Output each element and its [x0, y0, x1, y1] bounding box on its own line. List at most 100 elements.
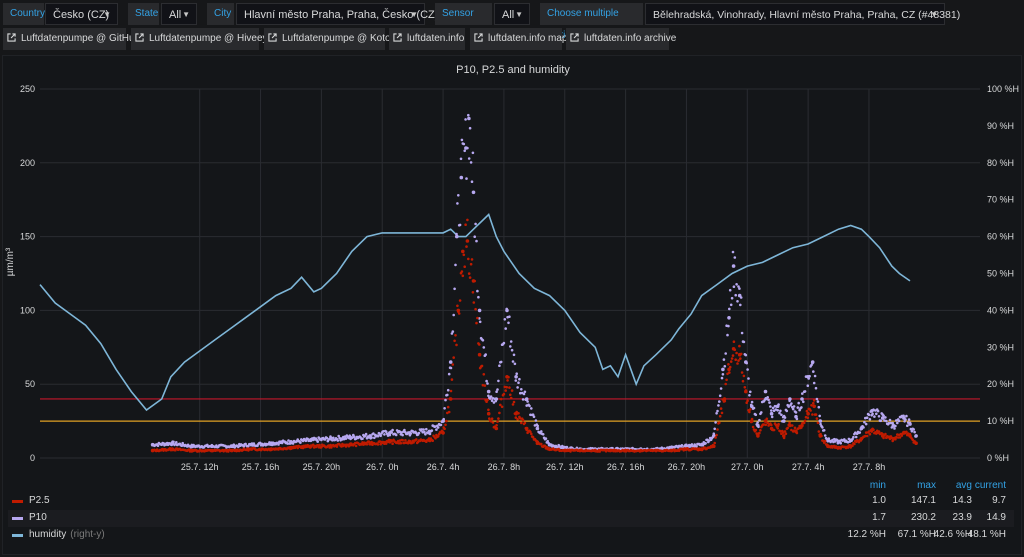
- p10-point: [534, 419, 538, 422]
- p25-point: [478, 343, 481, 346]
- link-hiveeyes[interactable]: Luftdatenpumpe @ Hiveeyes: [131, 28, 278, 50]
- p10-point: [770, 415, 774, 419]
- sensor-type-dropdown[interactable]: All ▼: [494, 3, 530, 25]
- p10-point: [409, 432, 413, 435]
- legend-name: humidity (right-y): [29, 529, 105, 540]
- p10-point: [718, 394, 722, 398]
- p10-point: [522, 392, 526, 396]
- p10-point: [448, 360, 453, 364]
- panel-title[interactable]: P10, P2.5 and humidity: [456, 64, 570, 76]
- p10-point: [887, 421, 891, 425]
- p10-point: [721, 367, 725, 372]
- x-tick-label: 26.7. 4h: [427, 462, 460, 472]
- p10-point: [541, 433, 545, 436]
- p10-point: [544, 437, 548, 440]
- p25-point: [715, 433, 718, 437]
- p10-point: [785, 409, 789, 413]
- p25-point: [788, 421, 791, 425]
- p10-point: [875, 412, 878, 416]
- p10-point: [495, 390, 498, 394]
- city-dropdown[interactable]: Hlavní město Praha, Praha, Česko (CZ) ▼: [236, 3, 438, 25]
- p25-point: [718, 421, 721, 425]
- p10-point: [885, 419, 888, 423]
- p25-point: [470, 258, 474, 261]
- legend-min: 1.7: [872, 512, 886, 523]
- p25-point: [318, 443, 321, 447]
- p25-point: [793, 426, 797, 430]
- p10-point: [452, 313, 456, 317]
- legend-row-p25[interactable]: P2.5 1.0 147.1 14.3 9.7: [8, 493, 1014, 510]
- p10-point: [336, 439, 340, 442]
- p25-point: [720, 411, 724, 415]
- state-label: State: [128, 3, 159, 25]
- p10-point: [291, 442, 295, 445]
- p25-point: [730, 357, 734, 360]
- p25-point: [320, 445, 323, 449]
- p10-point: [858, 431, 862, 434]
- p10-point: [332, 436, 335, 440]
- p25-point: [742, 374, 746, 378]
- legend-current: 14.9: [986, 512, 1006, 523]
- p10-point: [498, 364, 501, 368]
- p10-point: [880, 416, 885, 420]
- p10-point: [455, 234, 459, 239]
- p25-point: [739, 352, 743, 356]
- p25-point: [791, 424, 794, 427]
- y2-tick-label: 50 %H: [987, 269, 1014, 279]
- p10-point: [757, 425, 760, 429]
- p10-point: [737, 285, 740, 288]
- p25-point: [505, 385, 509, 389]
- p10-point: [424, 433, 427, 436]
- legend-max: 67.1 %H: [897, 529, 936, 540]
- p10-point: [815, 397, 819, 401]
- p10-point: [715, 412, 718, 415]
- p25-point: [884, 432, 887, 436]
- p25-point: [335, 445, 339, 448]
- legend-swatch: [12, 517, 23, 520]
- p25-point: [467, 257, 470, 261]
- p10-point: [457, 194, 460, 197]
- p25-point: [523, 421, 527, 425]
- p10-point: [836, 441, 840, 445]
- p10-point: [304, 439, 308, 443]
- link-luftdaten-archive[interactable]: luftdaten.info archive: [566, 28, 676, 50]
- p25-point: [732, 340, 736, 344]
- country-dropdown[interactable]: Česko (CZ) ▼: [45, 3, 118, 25]
- p10-point: [823, 434, 827, 437]
- p25-point: [443, 427, 446, 431]
- legend-row-p10[interactable]: P10 1.7 230.2 23.9 14.9: [8, 510, 1014, 527]
- y2-tick-label: 100 %H: [987, 84, 1019, 94]
- y-tick-label: 100: [20, 305, 35, 315]
- link-luftdaten-map[interactable]: luftdaten.info map: [470, 28, 568, 50]
- p10-point: [460, 138, 464, 142]
- p10-point: [908, 421, 912, 425]
- external-link-icon: [393, 33, 402, 42]
- p10-point: [422, 428, 425, 431]
- p10-point: [779, 409, 782, 413]
- state-dropdown[interactable]: All ▼: [161, 3, 197, 25]
- p10-point: [877, 415, 881, 418]
- p25-point: [794, 429, 798, 432]
- legend-current: 9.7: [992, 495, 1006, 506]
- legend-min: 12.2 %H: [847, 529, 886, 540]
- p10-point: [814, 386, 818, 390]
- p10-point: [754, 413, 758, 417]
- p25-point: [511, 403, 515, 406]
- filter-bar: Country Česko (CZ) ▼ State All ▼ City Hlav…: [0, 1, 1024, 41]
- link-github[interactable]: Luftdatenpumpe @ GitHub: [3, 28, 140, 50]
- link-luftdaten[interactable]: luftdaten.info: [389, 28, 465, 50]
- p25-point: [741, 379, 745, 383]
- legend-name: P2.5: [29, 495, 50, 506]
- p10-point: [893, 427, 896, 430]
- link-kotori[interactable]: Luftdatenpumpe @ Kotori: [264, 28, 396, 50]
- p25-point: [512, 400, 516, 404]
- legend-header-min: min: [869, 480, 886, 491]
- p25-point: [802, 421, 806, 425]
- p25-point: [739, 357, 742, 360]
- stations-dropdown[interactable]: Bělehradská, Vinohrady, Hlavní město Pra…: [645, 3, 960, 25]
- p10-point: [523, 390, 527, 394]
- p25-point: [486, 411, 491, 416]
- legend-row-humidity[interactable]: humidity (right-y) 12.2 %H 67.1 %H 42.6 %…: [8, 527, 1014, 544]
- chart-series: [39, 113, 918, 453]
- p25-point: [490, 417, 494, 421]
